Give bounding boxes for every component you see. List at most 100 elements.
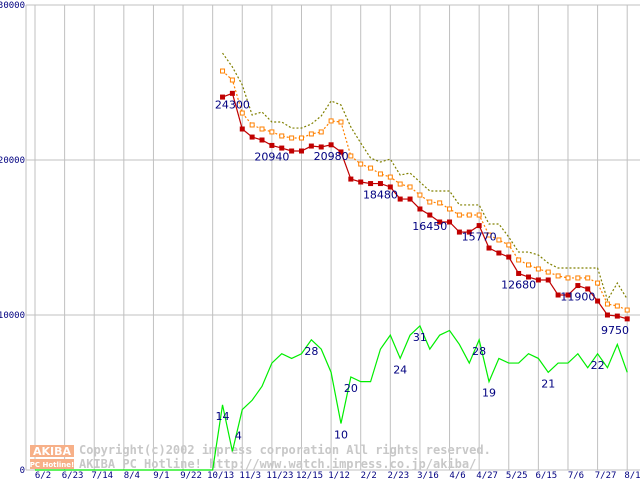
data-point-min	[565, 292, 571, 298]
x-tick-label: 4/27	[476, 471, 498, 480]
x-tick-label: 10/13	[207, 471, 234, 480]
data-point-average	[545, 269, 551, 275]
data-label-count: 24	[393, 363, 407, 376]
data-label-count: 21	[541, 377, 555, 390]
data-point-min	[269, 142, 275, 148]
data-point-min	[229, 90, 235, 96]
y-tick-label: 0	[20, 466, 25, 476]
data-label-count: 20	[344, 382, 358, 395]
x-tick-label: 7/27	[595, 471, 617, 480]
data-point-min	[338, 149, 344, 155]
series-line-max	[222, 52, 628, 302]
data-label-min: 12680	[501, 278, 536, 291]
series-layer	[35, 52, 630, 471]
data-point-average	[506, 242, 512, 248]
data-point-average	[279, 133, 285, 139]
data-label-count: 31	[413, 331, 427, 344]
y-tick-label: 30000	[0, 1, 25, 11]
x-tick-label: 8/16	[624, 471, 640, 480]
data-point-average	[338, 119, 344, 125]
data-point-average	[259, 126, 265, 132]
data-point-min	[545, 277, 551, 283]
x-tick-label: 4/6	[449, 471, 465, 480]
data-point-average	[447, 206, 453, 212]
data-point-min	[318, 144, 324, 150]
data-point-average	[486, 232, 492, 238]
logo-bottom-text: PC Hotline!	[30, 461, 74, 469]
logo-top-text: AKIBA	[33, 445, 72, 458]
data-point-average	[249, 122, 255, 128]
data-point-average	[456, 212, 462, 218]
data-label-min: 18480	[363, 189, 398, 202]
data-point-average	[377, 171, 383, 177]
x-tick-label: 6/15	[536, 471, 558, 480]
data-point-min	[437, 219, 443, 225]
akiba-logo: AKIBA PC Hotline!	[30, 445, 74, 469]
data-point-min	[249, 134, 255, 140]
data-point-min	[535, 277, 541, 283]
data-point-average	[368, 165, 374, 171]
data-point-average	[466, 212, 472, 218]
data-point-average	[269, 129, 275, 135]
x-tick-label: 9/1	[153, 471, 169, 480]
data-point-min	[427, 212, 433, 218]
data-point-average	[624, 307, 630, 313]
data-label-count: 14	[216, 410, 230, 423]
data-point-average	[239, 110, 245, 116]
x-tick-label: 6/2	[35, 471, 51, 480]
data-point-min	[447, 219, 453, 225]
data-point-min	[595, 298, 601, 304]
data-point-min	[259, 137, 265, 143]
data-label-count: 19	[482, 387, 496, 400]
site-url-text: AKIBA PC Hotline! http://www.watch.impre…	[79, 457, 476, 471]
data-point-min	[348, 176, 354, 182]
data-label-count: 28	[472, 345, 486, 358]
data-label-min: 24300	[215, 98, 250, 111]
data-point-min	[624, 316, 630, 322]
x-tick-label: 9/22	[180, 471, 202, 480]
data-point-average	[348, 153, 354, 159]
x-tick-label: 11/3	[239, 471, 261, 480]
data-point-average	[595, 280, 601, 286]
data-point-min	[368, 181, 374, 187]
data-point-average	[417, 192, 423, 198]
data-point-average	[407, 184, 413, 190]
copyright-text: Copyright(c)2002 impress corporation All…	[79, 443, 491, 457]
data-point-average	[555, 273, 561, 279]
data-point-average	[604, 301, 610, 307]
data-label-min: 20980	[314, 150, 349, 163]
data-label-count: 28	[304, 345, 318, 358]
data-point-min	[526, 274, 531, 280]
data-point-average	[427, 199, 433, 205]
x-tick-label: 7/14	[91, 471, 113, 480]
data-point-average	[387, 174, 393, 180]
data-label-count: 4	[235, 429, 242, 442]
data-point-average	[308, 131, 314, 137]
data-point-min	[417, 206, 423, 212]
data-point-min	[555, 292, 561, 298]
data-point-average	[289, 135, 295, 141]
data-point-min	[456, 229, 462, 235]
data-point-average	[496, 237, 502, 243]
data-point-min	[358, 179, 364, 185]
data-label-min: 16450	[412, 220, 447, 233]
x-tick-label: 11/23	[266, 471, 293, 480]
data-point-min	[486, 245, 492, 251]
x-tick-label: 3/16	[417, 471, 439, 480]
data-label-count: 10	[334, 429, 348, 442]
data-point-average	[229, 77, 235, 83]
x-tick-label: 7/6	[568, 471, 584, 480]
x-tick-label: 5/25	[506, 471, 528, 480]
data-labels: 24300 20940 20980 18480 16450 15770 12680 11900…	[215, 98, 629, 442]
data-point-min	[328, 142, 334, 148]
data-label-min: 11900	[560, 291, 595, 304]
x-tick-label: 2/23	[387, 471, 409, 480]
data-point-min	[604, 312, 610, 318]
data-point-min	[239, 126, 245, 132]
data-point-average	[318, 129, 324, 135]
data-point-average	[575, 275, 581, 281]
data-point-min	[466, 229, 472, 235]
data-point-min	[585, 286, 591, 292]
data-point-min	[377, 181, 383, 187]
